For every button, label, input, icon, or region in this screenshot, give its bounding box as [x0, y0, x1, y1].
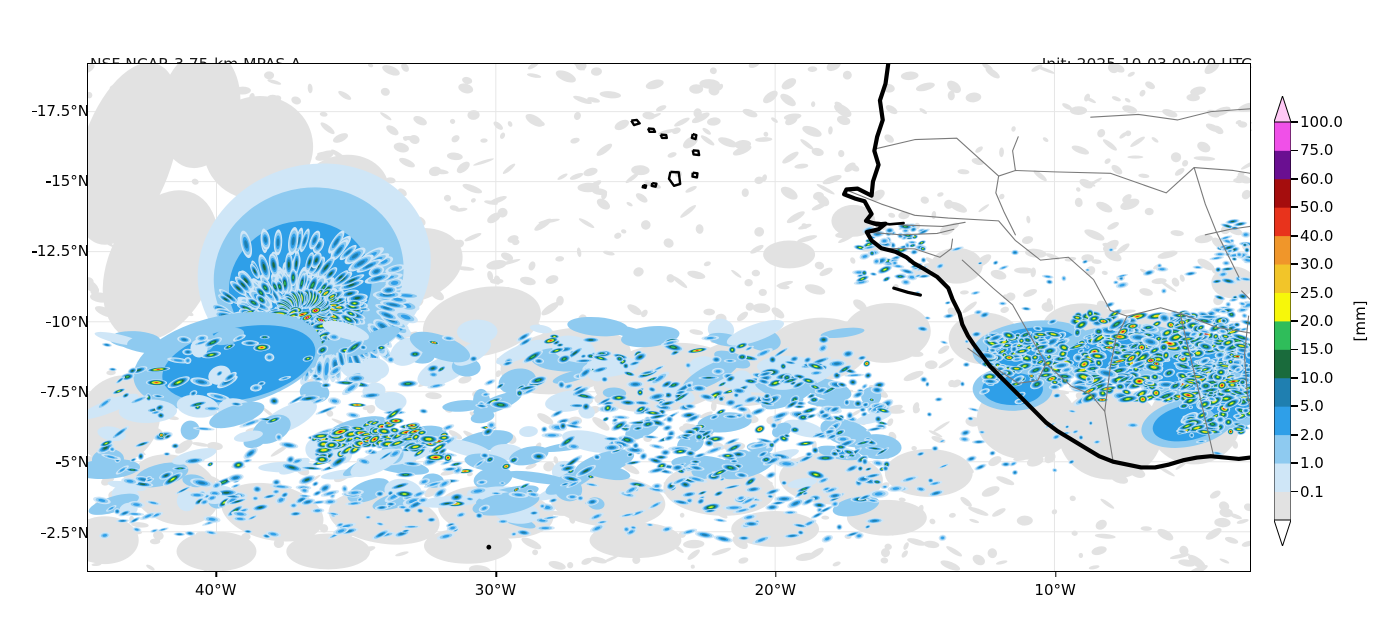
colorbar-tick-label: 2.0 [1300, 425, 1324, 444]
colorbar-tick-label: 1.0 [1300, 454, 1324, 473]
country-borders [844, 108, 1250, 463]
latitude-tick-label: 5°N [55, 453, 89, 471]
colorbar-gradient [1274, 96, 1291, 546]
latitude-tick-mark [41, 532, 47, 535]
colorbar [1274, 96, 1291, 546]
colorbar-tick-label: 40.0 [1300, 226, 1334, 245]
colorbar-tick-label: 60.0 [1300, 169, 1334, 188]
colorbar-tick-label: 5.0 [1300, 397, 1324, 416]
colorbar-tick-mark [1291, 348, 1298, 351]
colorbar-tick-mark [1291, 121, 1298, 123]
colorbar-tick-mark [1291, 291, 1298, 294]
latitude-tick-label: 7.5°N [41, 383, 89, 401]
colorbar-tick-mark [1291, 178, 1298, 180]
latitude-tick-mark [41, 392, 47, 394]
colorbar-tick-mark [1291, 462, 1298, 464]
coastlines [486, 64, 1250, 550]
longitude-tick-mark [215, 572, 218, 577]
latitude-tick-mark [31, 251, 37, 253]
colorbar-tick-label: 100.0 [1300, 113, 1343, 131]
colorbar-tick-mark [1291, 263, 1298, 265]
longitude-tick-label: 40°W [195, 572, 236, 599]
longitude-tick-label: 20°W [755, 572, 796, 599]
longitude-tick-mark [495, 572, 497, 577]
longitude-tick-label: 30°W [475, 572, 516, 599]
colorbar-tick-mark [1291, 149, 1298, 152]
latitude-tick-label: 2.5°N [41, 524, 89, 542]
latitude-tick-mark [55, 462, 61, 464]
colorbar-tick-mark [1291, 490, 1298, 493]
colorbar-tick-label: 0.1 [1300, 482, 1324, 501]
colorbar-tick-mark [1291, 377, 1298, 379]
precipitation-layer [88, 163, 1250, 545]
colorbar-tick-mark [1291, 405, 1298, 408]
colorbar-tick-label: 50.0 [1300, 198, 1334, 217]
colorbar-tick-label: 30.0 [1300, 255, 1334, 274]
colorbar-tick-label: 25.0 [1300, 283, 1334, 302]
longitude-tick-mark [775, 572, 777, 577]
latitude-tick-mark [31, 110, 37, 113]
latitude-tick-label: 10°N [46, 313, 89, 331]
latitude-tick-label: 12.5°N [31, 242, 89, 260]
colorbar-tick-mark [1291, 206, 1298, 209]
longitude-tick-label: 10°W [1034, 572, 1076, 599]
precipitation-map [88, 64, 1250, 571]
latitude-tick-label: 17.5°N [31, 102, 89, 120]
longitude-tick-mark [1055, 572, 1057, 577]
colorbar-tick-label: 75.0 [1300, 141, 1334, 160]
latitude-tick-mark [46, 181, 52, 183]
colorbar-unit-label: [mm] [1351, 300, 1369, 342]
colorbar-tick-label: 20.0 [1300, 312, 1334, 330]
colorbar-tick-mark [1291, 234, 1298, 237]
colorbar-tick-mark [1291, 433, 1298, 436]
colorbar-tick-label: 15.0 [1300, 340, 1334, 359]
latitude-tick-mark [46, 321, 52, 324]
latitude-tick-label: 15°N [46, 172, 89, 190]
map-plot-area [87, 63, 1251, 572]
colorbar-tick-mark [1291, 320, 1298, 322]
colorbar-tick-label: 10.0 [1300, 368, 1334, 387]
